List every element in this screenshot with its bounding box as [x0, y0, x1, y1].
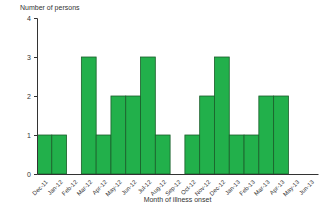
x-tick-label: May-13: [282, 179, 301, 198]
y-tick-mark: [34, 18, 37, 19]
x-tick: Jun-12: [120, 174, 138, 196]
x-tick-label: Dec-11: [31, 179, 49, 197]
bar: [126, 96, 141, 174]
bar: [185, 135, 200, 174]
bar: [155, 135, 170, 174]
bar: [244, 135, 259, 174]
bar: [52, 135, 67, 174]
y-tick-mark: [34, 96, 37, 97]
x-tick: Mar-13: [253, 174, 271, 197]
bar: [111, 96, 126, 174]
bar: [96, 135, 111, 174]
x-tick: May-13: [282, 174, 301, 197]
bar: [170, 174, 185, 175]
x-tick-label: Dec-12: [208, 179, 226, 197]
y-tick-label: 4: [27, 15, 31, 22]
bar: [81, 57, 96, 174]
chart: 0 1 2 3 4 Dec-11Jan-12Feb-12Mar-12Apr-12May-1…: [0, 0, 325, 205]
y-tick-mark: [34, 174, 37, 175]
y-tick-label: 3: [27, 54, 31, 61]
x-tick-label: Mar-12: [76, 179, 94, 197]
x-tick-label: Mar-13: [253, 179, 271, 197]
y-axis-line: [34, 19, 38, 175]
y-tick-mark: [34, 57, 37, 58]
y-axis: 0 1 2 3 4: [27, 15, 37, 178]
x-axis: Dec-11Jan-12Feb-12Mar-12Apr-12May-12Jun-…: [31, 174, 318, 197]
x-tick: Jun-13: [298, 174, 316, 196]
bar: [67, 174, 82, 175]
y-tick-label: 0: [27, 171, 31, 178]
bar: [288, 174, 303, 175]
bar: [303, 174, 318, 175]
x-tick-label: Sep-12: [164, 179, 182, 197]
bars: [37, 57, 288, 174]
x-tick: May-12: [104, 174, 123, 197]
y-tick: 3: [27, 54, 37, 61]
bar: [229, 135, 244, 174]
y-tick-label: 2: [27, 93, 31, 100]
bar: [200, 96, 215, 174]
bar: [214, 57, 229, 174]
x-axis-line: [38, 174, 319, 175]
y-tick: 0: [27, 171, 37, 178]
bar: [37, 135, 52, 174]
y-tick: 2: [27, 93, 37, 100]
x-tick: Mar-12: [76, 174, 94, 197]
x-tick: Sep-12: [164, 174, 182, 197]
x-tick-label: Jun-12: [120, 179, 138, 197]
y-tick: 4: [27, 15, 37, 22]
y-tick-mark: [34, 135, 37, 136]
x-tick-label: May-12: [104, 179, 123, 198]
y-axis-title: Number of persons: [20, 4, 80, 12]
y-tick: 1: [27, 132, 37, 139]
x-axis-title: Month of illness onset: [144, 196, 212, 203]
bar: [141, 57, 156, 174]
y-tick-label: 1: [27, 132, 31, 139]
plot: 0 1 2 3 4 Dec-11Jan-12Feb-12Mar-12Apr-12May-1…: [27, 15, 318, 198]
x-tick-label: Jun-13: [298, 179, 316, 197]
bar: [259, 96, 274, 174]
bar: [274, 96, 289, 174]
